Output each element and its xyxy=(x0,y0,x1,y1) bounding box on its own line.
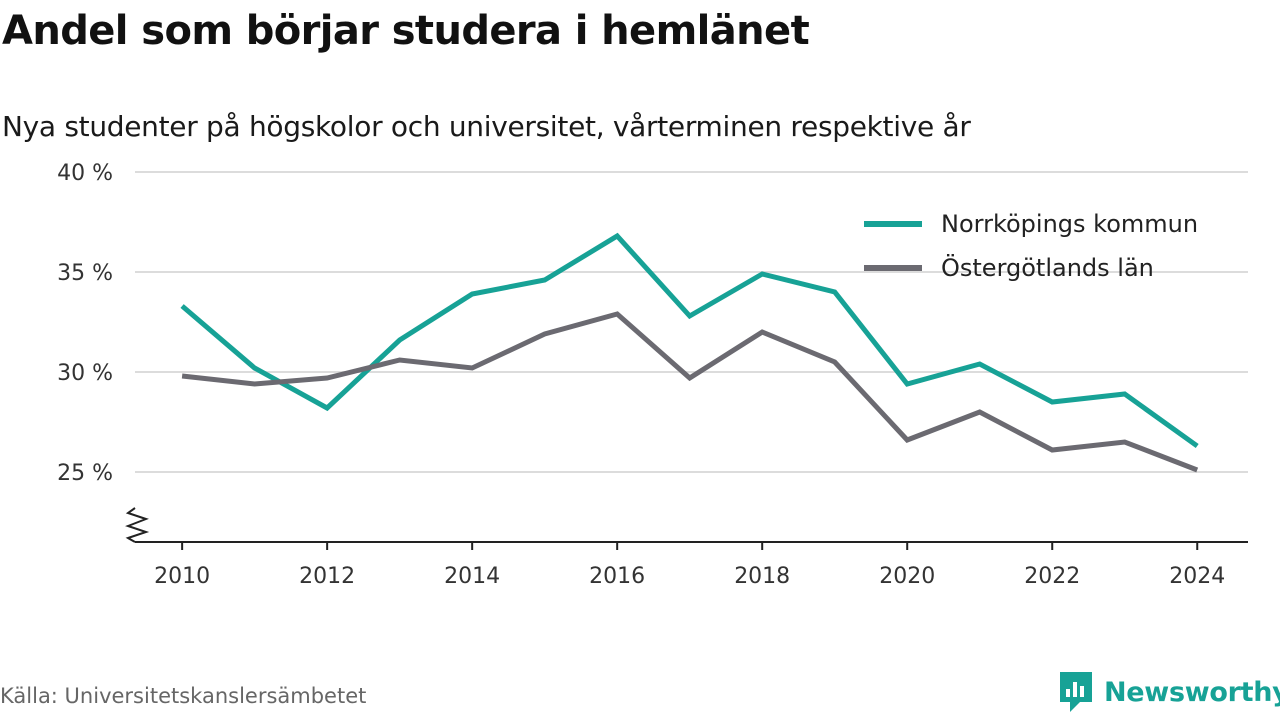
y-tick-label: 30 % xyxy=(57,361,113,386)
chart-subtitle: Nya studenter på högskolor och universit… xyxy=(2,110,971,143)
series-line-1 xyxy=(180,232,1199,449)
source-note: Källa: Universitetskanslersämbetet xyxy=(0,684,367,708)
y-tick-label: 25 % xyxy=(57,461,113,486)
axis-break-icon xyxy=(125,507,150,543)
x-tick-label: 2014 xyxy=(444,564,500,589)
bar-chart-icon xyxy=(1060,672,1092,712)
x-axis: 2010 2012 2014 2016 2018 2020 2022 2024 xyxy=(125,507,1248,589)
series-lines xyxy=(180,232,1199,473)
x-tick-label: 2010 xyxy=(154,564,210,589)
x-tick-label: 2024 xyxy=(1169,564,1225,589)
x-tick-label: 2016 xyxy=(589,564,645,589)
legend-label: Norrköpings kommun xyxy=(941,210,1198,238)
y-tick-label: 35 % xyxy=(57,261,113,286)
legend: Norrköpings kommun Östergötlands län xyxy=(864,210,1198,282)
x-tick-label: 2018 xyxy=(734,564,790,589)
y-tick-label: 40 % xyxy=(57,161,113,186)
brand-logo: Newsworthy xyxy=(1058,670,1280,714)
brand-name: Newsworthy xyxy=(1104,676,1280,708)
y-axis-ticks: 25 % 30 % 35 % 40 % xyxy=(57,161,113,486)
x-tick-label: 2020 xyxy=(879,564,935,589)
x-tick-label: 2012 xyxy=(299,564,355,589)
legend-label: Östergötlands län xyxy=(941,253,1154,282)
gridlines xyxy=(135,171,1248,473)
x-tick-label: 2022 xyxy=(1024,564,1080,589)
line-chart: 25 % 30 % 35 % 40 % 2010 2012 2014 2016 2018 202… xyxy=(57,161,1248,589)
series-line-2 xyxy=(181,311,1199,473)
chart-title: Andel som börjar studera i hemlänet xyxy=(2,8,810,54)
